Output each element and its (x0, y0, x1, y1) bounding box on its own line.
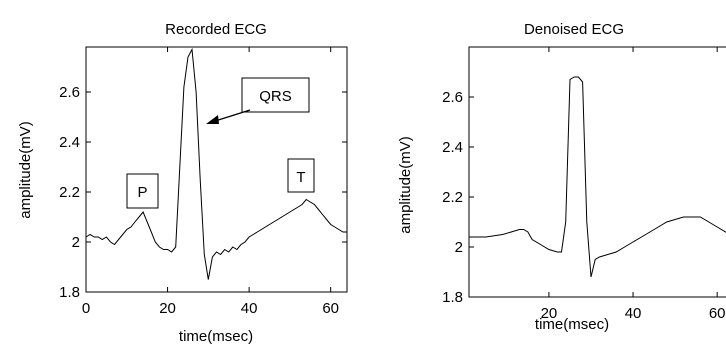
annotation-p: P (126, 173, 159, 209)
chart-recorded: Recorded ECG 0 20 40 601.822.22.42.6 P QRS … (17, 21, 348, 345)
y-axis-label: amplitude(mV) (397, 136, 414, 234)
y-tick-label: 2.6 (442, 89, 463, 106)
x-tick-label: 40 (241, 300, 258, 317)
x-tick-label: 0 (82, 300, 90, 317)
y-tick-label: 2.4 (59, 134, 80, 151)
y-tick-label: 2 (72, 234, 80, 251)
y-tick-label: 2.2 (59, 184, 80, 201)
plot-frame (85, 46, 348, 293)
annotation-t: T (287, 158, 315, 193)
x-tick-label: 20 (541, 305, 558, 322)
annotation-qrs: QRS (206, 77, 310, 124)
x-tick-label: 60 (322, 300, 339, 317)
chart-denoised: Denoised ECG 20 40 60 1.8 2 2.2 2.4 2.6 time(ms… (397, 21, 726, 333)
tick-group: 20 40 60 1.8 2 2.2 2.4 2.6 (442, 47, 726, 322)
chart-title: Recorded ECG (165, 21, 267, 38)
x-axis-label: time(msec) (535, 316, 609, 333)
annotation-label: QRS (259, 88, 292, 105)
annotation-box (126, 173, 159, 209)
y-tick-label: 2 (455, 239, 463, 256)
x-tick-label: 60 (709, 305, 726, 322)
y-tick-label: 2.6 (59, 84, 80, 101)
y-tick-label: 1.8 (59, 284, 80, 301)
tick-group: 0 20 40 60 1.8 2 2.2 2.4 2.6 (59, 47, 347, 317)
plot-frame (468, 46, 726, 298)
y-tick-label: 2.2 (442, 189, 463, 206)
x-axis-label: time(msec) (179, 328, 253, 345)
chart-title: Denoised ECG (524, 21, 624, 38)
annotation-box (287, 158, 315, 193)
annotation-label: P (137, 184, 147, 201)
y-tick-label: 1.8 (442, 289, 463, 306)
annotation-arrow-head (206, 115, 219, 124)
series-line-recorded (85, 47, 347, 280)
series-line-denoised (469, 76, 726, 278)
annotation-box (241, 77, 310, 113)
y-axis-label: amplitude(mV) (17, 121, 34, 219)
x-tick-label: 40 (625, 305, 642, 322)
x-tick-label: 20 (159, 300, 176, 317)
y-tick-label: 2.4 (442, 139, 463, 156)
annotation-label: T (296, 169, 305, 186)
